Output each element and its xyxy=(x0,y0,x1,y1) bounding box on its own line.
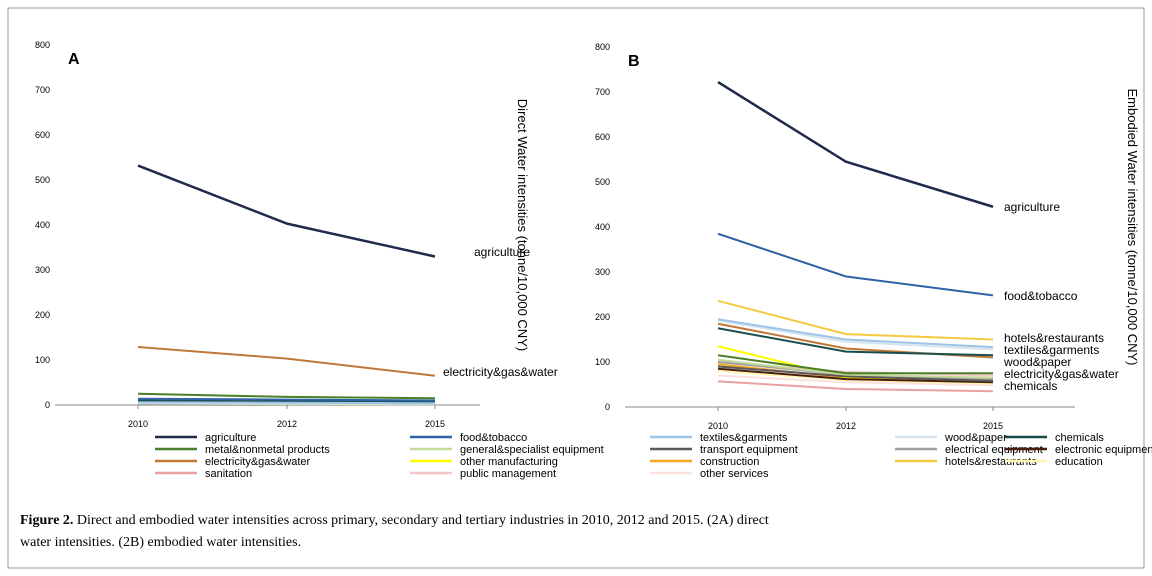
y-tick-label: 200 xyxy=(595,312,610,322)
series-line xyxy=(717,365,994,382)
end-label: electricity&gas&water xyxy=(443,365,558,379)
y-tick-label: 300 xyxy=(35,265,50,275)
legend-label: sanitation xyxy=(205,468,252,480)
y-tick-label: 0 xyxy=(45,400,50,410)
legend-label: hotels&restaurants xyxy=(945,456,1037,468)
legend-label: food&tobacco xyxy=(460,432,527,444)
y-tick-label: 500 xyxy=(35,175,50,185)
caption-line: Figure 2. Direct and embodied water inte… xyxy=(20,513,769,528)
panel-label: A xyxy=(68,51,80,68)
y-tick-label: 100 xyxy=(595,357,610,367)
caption-text: Direct and embodied water intensities ac… xyxy=(77,513,769,528)
y-axis-title: Direct Water intensities (tonne/10,000 C… xyxy=(515,99,530,351)
y-tick-label: 700 xyxy=(595,87,610,97)
end-label: agriculture xyxy=(1004,200,1060,214)
x-tick-label: 2015 xyxy=(983,421,1003,431)
series-line xyxy=(717,299,994,341)
y-tick-label: 100 xyxy=(35,355,50,365)
x-tick-label: 2010 xyxy=(128,419,148,429)
series-line xyxy=(137,401,436,405)
y-tick-label: 800 xyxy=(35,40,50,50)
legend-label: electronic equipment xyxy=(1055,444,1152,456)
series-line xyxy=(717,318,994,349)
series-line xyxy=(717,354,993,375)
legend-label: general&specialist equipment xyxy=(460,444,604,456)
y-tick-label: 600 xyxy=(595,132,610,142)
legend-label: transport equipment xyxy=(700,444,798,456)
y-tick-label: 0 xyxy=(605,402,610,412)
y-tick-label: 400 xyxy=(595,222,610,232)
series-line xyxy=(717,374,994,387)
panel-label: B xyxy=(628,53,640,70)
legend-label: education xyxy=(1055,456,1103,468)
legend-label: other services xyxy=(700,468,769,480)
y-tick-label: 400 xyxy=(35,220,50,230)
y-tick-label: 800 xyxy=(595,42,610,52)
series-line xyxy=(137,399,436,403)
legend-label: agriculture xyxy=(205,432,256,444)
end-label: wood&paper xyxy=(1003,355,1071,369)
series-line xyxy=(137,164,436,258)
end-label: food&tobacco xyxy=(1004,289,1078,303)
series-line xyxy=(717,367,994,384)
legend-label: electrical equipment xyxy=(945,444,1043,456)
x-tick-label: 2010 xyxy=(708,421,728,431)
series-line xyxy=(717,319,994,351)
end-label: textiles&garments xyxy=(1004,343,1099,357)
legend-label: construction xyxy=(700,456,759,468)
series-line xyxy=(137,397,436,402)
x-tick-label: 2012 xyxy=(277,419,297,429)
legend-label: other manufacturing xyxy=(460,456,558,468)
series-line xyxy=(717,81,994,208)
legend-label: metal&nonmetal products xyxy=(205,444,330,456)
x-tick-label: 2015 xyxy=(425,419,445,429)
legend-label: chemicals xyxy=(1055,432,1104,444)
legend-label: electricity&gas&water xyxy=(205,456,310,468)
caption-label: Figure 2. xyxy=(20,513,73,528)
series-line xyxy=(717,358,994,379)
y-tick-label: 200 xyxy=(35,310,50,320)
series-line xyxy=(717,327,994,357)
legend-label: textiles&garments xyxy=(700,432,788,444)
end-label: chemicals xyxy=(1004,379,1057,393)
series-line xyxy=(717,380,994,393)
y-tick-label: 500 xyxy=(595,177,610,187)
legend-label: wood&paper xyxy=(944,432,1007,444)
frame xyxy=(7,7,1145,569)
x-tick-label: 2012 xyxy=(836,421,856,431)
y-tick-label: 600 xyxy=(35,130,50,140)
series-line xyxy=(137,392,436,400)
end-label: agriculture xyxy=(474,245,530,259)
end-label: hotels&restaurants xyxy=(1004,331,1104,345)
legend-label: public management xyxy=(460,468,556,480)
y-tick-label: 700 xyxy=(35,85,50,95)
series-line xyxy=(137,345,436,377)
end-label: electricity&gas&water xyxy=(1004,367,1119,381)
y-axis-title: Embodied Water intensities (tonne/10,000… xyxy=(1125,89,1140,366)
series-line xyxy=(717,232,994,297)
y-tick-label: 300 xyxy=(595,267,610,277)
caption-text: water intensities. (2B) embodied water i… xyxy=(20,535,301,550)
